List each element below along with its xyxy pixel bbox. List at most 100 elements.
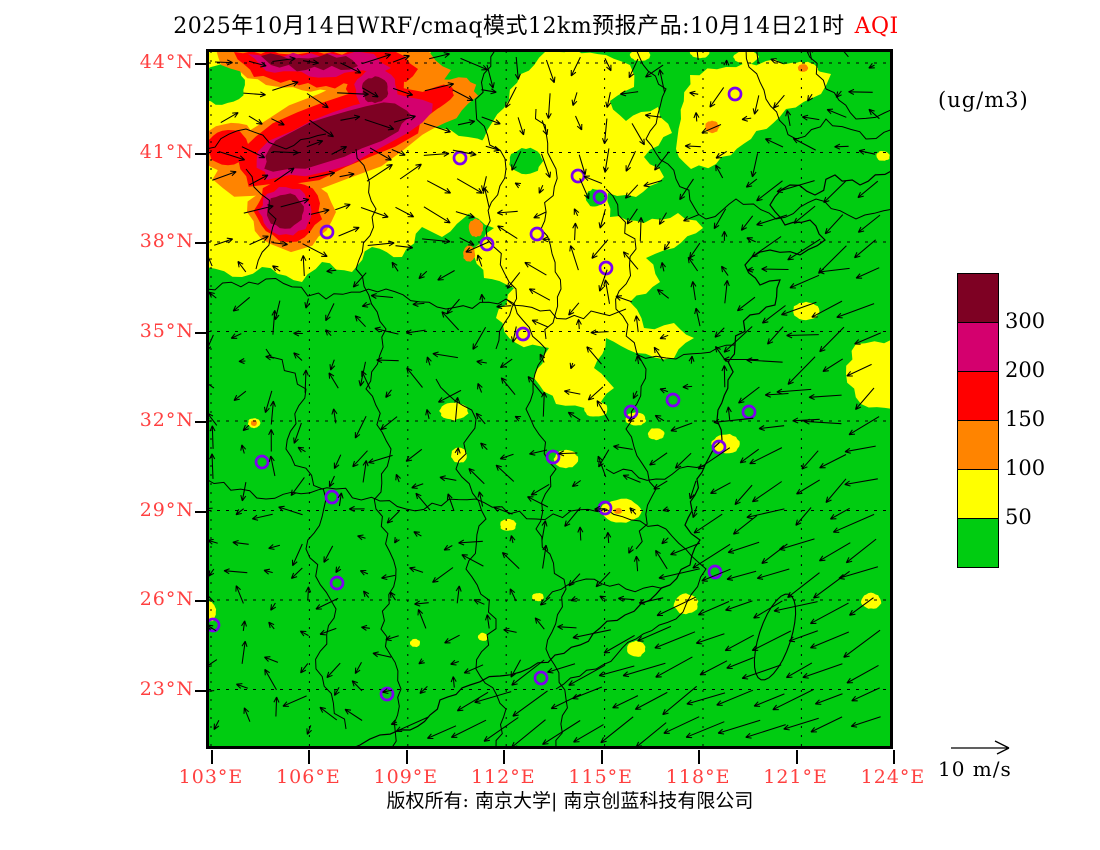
wind-arrow [214,59,233,66]
wind-arrow [688,480,697,500]
copyright-line: 版权所有: 南京大学| 南京创蓝科技有限公司 [386,790,754,812]
wind-arrow [529,449,548,456]
wind-arrow [787,572,820,599]
aqi-patch-yellow [876,150,890,161]
wind-reference-label: 10 m/s [938,757,1012,781]
wind-arrow [699,660,728,676]
wind-arrow [813,570,850,599]
wind-arrow [300,255,307,277]
wind-arrow [541,391,548,417]
wind-arrow [534,617,545,630]
wind-arrow [541,520,548,541]
wind-arrow [628,58,639,79]
aqi-region-yellow [459,49,703,408]
province-boundary [545,578,671,600]
colorbar-segment [957,420,999,470]
wind-arrow [568,664,606,686]
wind-arrow [764,391,789,398]
wind-arrow [450,719,487,738]
wind-arrow [857,180,879,199]
wind-arrow [455,211,475,219]
wind-arrow [595,571,611,588]
lat-tick-label: 26°N [139,588,194,610]
wind-arrow [570,56,581,77]
wind-arrow [455,585,462,604]
aqi-region-maroon [261,53,358,72]
colorbar-segment [957,273,999,323]
wind-arrow [272,56,296,63]
wind-arrow [391,261,399,272]
wind-arrow [268,429,275,452]
wind-arrow [432,567,454,583]
aqi-patch-yellow [647,428,665,441]
province-boundary [435,378,507,749]
wind-arrow [531,319,549,328]
wind-arrow [452,149,477,157]
city-marker [529,226,545,242]
wind-arrow [263,390,273,414]
wind-arrow [361,301,371,308]
city-marker [711,439,727,455]
wind-arrow [392,54,410,63]
wind-arrow [541,153,552,178]
wind-arrow [577,526,584,541]
wind-arrow [326,662,341,679]
lat-tick-label: 44°N [139,51,194,73]
wind-arrow [662,685,698,716]
wind-arrow [727,541,760,554]
wind-arrow [756,214,788,227]
wind-arrow [796,479,820,495]
wind-arrow [394,537,400,544]
wind-arrow [235,508,245,516]
wind-arrow [306,93,329,109]
wind-arrow [368,454,393,464]
wind-arrow [697,447,731,470]
wind-arrow [776,180,815,194]
wind-arrow [479,293,486,303]
wind-arrow [476,254,483,267]
wind-arrow [599,595,606,602]
wind-arrow [426,356,432,366]
wind-arrow [660,262,667,272]
title-main: 2025年10月14日WRF/cmaq模式12km预报产品:10月14日21时 [173,14,845,39]
wind-arrow [533,211,546,219]
wind-arrow [761,543,788,565]
aqi-speck-orange [797,64,809,72]
wind-arrow [376,357,399,364]
colorbar-segment [957,371,999,421]
city-marker [592,189,608,205]
wind-arrow [291,543,303,567]
wind-arrow [709,87,725,108]
wind-arrow [697,601,730,616]
wind-arrow [432,351,458,359]
wind-arrow [638,597,664,605]
wind-arrow [499,453,514,460]
wind-arrow [503,627,517,634]
wind-arrow [625,150,636,172]
wind-arrow [514,415,522,422]
city-marker [597,500,613,516]
wind-arrow [654,631,696,649]
wind-arrow [278,505,303,516]
wind-arrow [785,110,792,126]
wind-arrow [325,303,335,322]
wind-arrow [497,225,518,240]
wind-arrow [836,303,875,319]
wind-arrow [395,716,429,733]
wind-arrow [745,724,786,739]
province-boundary [245,168,277,270]
province-boundary [206,277,627,320]
province-boundary [206,478,667,530]
wind-arrow [370,293,394,299]
wind-arrow [354,315,366,328]
wind-arrow [583,175,603,184]
wind-arrow [572,222,579,241]
reference-arrow-glyph [951,740,1010,755]
wind-arrow [568,302,580,316]
wind-arrow [348,505,365,512]
wind-arrow [414,600,429,607]
aqi-region-red [206,130,250,166]
wind-arrow [423,150,450,157]
wind-arrow [411,483,424,489]
colorbar-tick-label: 100 [1005,456,1046,480]
